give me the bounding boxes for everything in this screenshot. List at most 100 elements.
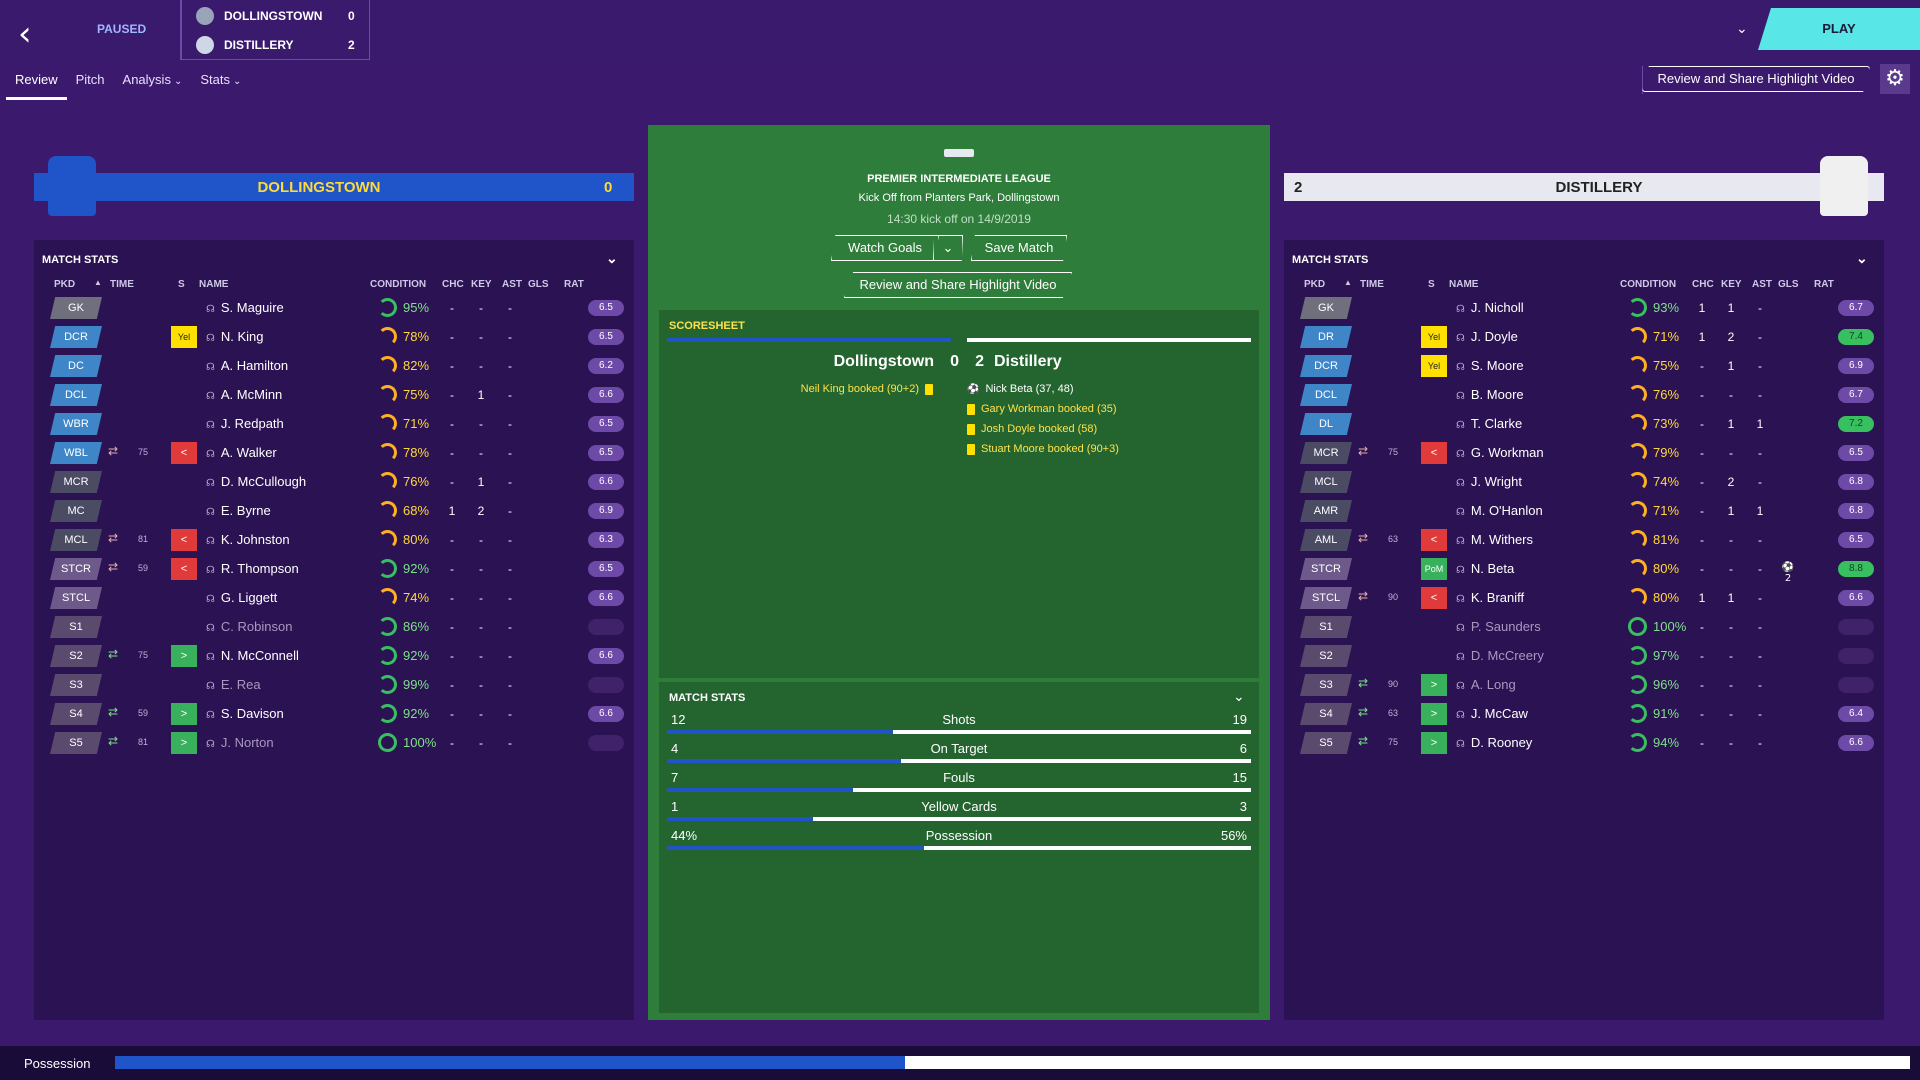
condition-ring-icon bbox=[1628, 675, 1647, 694]
player-name[interactable]: ☊ K. Braniff bbox=[1456, 590, 1524, 605]
stat-key: - bbox=[479, 301, 483, 315]
player-row[interactable]: AML ⇄ 63 < ☊ M. Withers 81% - - - 6.5 bbox=[1288, 525, 1878, 554]
player-name[interactable]: ☊ S. Davison bbox=[206, 706, 284, 721]
stat-ast: - bbox=[1758, 359, 1762, 373]
player-row[interactable]: GK ☊ J. Nicholl 93% 1 1 - 6.7 bbox=[1288, 293, 1878, 322]
chevron-down-icon[interactable]: ⌄ bbox=[1233, 688, 1245, 704]
condition-ring-icon bbox=[1628, 588, 1647, 607]
player-row[interactable]: S1 ☊ C. Robinson 86% - - - bbox=[38, 612, 628, 641]
chevron-down-icon[interactable]: ⌄ bbox=[933, 235, 963, 261]
player-row[interactable]: MC ☊ E. Byrne 68% 1 2 - 6.9 bbox=[38, 496, 628, 525]
player-name[interactable]: ☊ J. Redpath bbox=[206, 416, 284, 431]
player-name[interactable]: ☊ D. McCreery bbox=[1456, 648, 1544, 663]
chevron-down-icon[interactable]: ⌄ bbox=[606, 250, 618, 266]
scoresheet-home: Dollingstown bbox=[833, 353, 934, 370]
player-row[interactable]: STCR ⇄ 59 < ☊ R. Thompson 92% - - - 6.5 bbox=[38, 554, 628, 583]
player-name-text: S. Moore bbox=[1470, 358, 1524, 373]
player-row[interactable]: S2 ⇄ 75 > ☊ N. McConnell 92% - - - 6.6 bbox=[38, 641, 628, 670]
player-row[interactable]: MCL ☊ J. Wright 74% - 2 - 6.8 bbox=[1288, 467, 1878, 496]
player-row[interactable]: DC ☊ A. Hamilton 82% - - - 6.2 bbox=[38, 351, 628, 380]
player-row[interactable]: S4 ⇄ 59 > ☊ S. Davison 92% - - - 6.6 bbox=[38, 699, 628, 728]
player-name[interactable]: ☊ N. McConnell bbox=[206, 648, 299, 663]
player-name[interactable]: ☊ R. Thompson bbox=[206, 561, 299, 576]
player-row[interactable]: MCR ☊ D. McCullough 76% - 1 - 6.6 bbox=[38, 467, 628, 496]
player-row[interactable]: DL ☊ T. Clarke 73% - 1 1 7.2 bbox=[1288, 409, 1878, 438]
event-text: Josh Doyle booked (58) bbox=[981, 423, 1098, 435]
player-row[interactable]: MCL ⇄ 81 < ☊ K. Johnston 80% - - - 6.3 bbox=[38, 525, 628, 554]
stat-label: On Target bbox=[930, 741, 988, 756]
watch-goals-button[interactable]: Watch Goals bbox=[831, 235, 939, 261]
share-video-button[interactable]: Review and Share Highlight Video bbox=[844, 272, 1072, 298]
player-name[interactable]: ☊ S. Moore bbox=[1456, 358, 1524, 373]
player-name[interactable]: ☊ A. Hamilton bbox=[206, 358, 288, 373]
player-name[interactable]: ☊ S. Maguire bbox=[206, 300, 284, 315]
player-row[interactable]: DR Yel ☊ J. Doyle 71% 1 2 - 7.4 bbox=[1288, 322, 1878, 351]
player-name[interactable]: ☊ G. Workman bbox=[1456, 445, 1544, 460]
player-name[interactable]: ☊ J. McCaw bbox=[1456, 706, 1528, 721]
player-name[interactable]: ☊ A. McMinn bbox=[206, 387, 282, 402]
player-name[interactable]: ☊ C. Robinson bbox=[206, 619, 292, 634]
player-row[interactable]: DCL ☊ B. Moore 76% - - - 6.7 bbox=[1288, 380, 1878, 409]
player-name[interactable]: ☊ J. Norton bbox=[206, 735, 274, 750]
player-name[interactable]: ☊ M. Withers bbox=[1456, 532, 1533, 547]
play-button[interactable]: PLAY bbox=[1758, 8, 1920, 50]
share-highlight-button[interactable]: Review and Share Highlight Video bbox=[1642, 66, 1870, 92]
player-row[interactable]: STCL ⇄ 90 < ☊ K. Braniff 80% 1 1 - 6.6 bbox=[1288, 583, 1878, 612]
player-row[interactable]: S5 ⇄ 81 > ☊ J. Norton 100% - - - bbox=[38, 728, 628, 757]
player-name-text: K. Johnston bbox=[220, 532, 290, 547]
condition: 92% bbox=[378, 704, 429, 723]
stat-key: - bbox=[479, 591, 483, 605]
stat-home-bar bbox=[667, 788, 853, 792]
player-name[interactable]: ☊ T. Clarke bbox=[1456, 416, 1522, 431]
headset-icon: ☊ bbox=[206, 710, 215, 721]
player-row[interactable]: S3 ☊ E. Rea 99% - - - bbox=[38, 670, 628, 699]
player-row[interactable]: MCR ⇄ 75 < ☊ G. Workman 79% - - - 6.5 bbox=[1288, 438, 1878, 467]
home-crest-icon bbox=[196, 7, 214, 25]
player-name[interactable]: ☊ P. Saunders bbox=[1456, 619, 1541, 634]
player-row[interactable]: DCR Yel ☊ S. Moore 75% - 1 - 6.9 bbox=[1288, 351, 1878, 380]
player-name[interactable]: ☊ A. Long bbox=[1456, 677, 1516, 692]
back-arrow-icon[interactable]: ‹ bbox=[18, 14, 32, 54]
tab-stats[interactable]: Stats ⌄ bbox=[200, 72, 242, 87]
player-row[interactable]: S3 ⇄ 90 > ☊ A. Long 96% - - - bbox=[1288, 670, 1878, 699]
condition-value: 71% bbox=[403, 416, 430, 431]
player-row[interactable]: AMR ☊ M. O'Hanlon 71% - 1 1 6.8 bbox=[1288, 496, 1878, 525]
player-row[interactable]: GK ☊ S. Maguire 95% - - - 6.5 bbox=[38, 293, 628, 322]
chevron-down-icon[interactable]: ⌄ bbox=[1856, 250, 1868, 266]
player-name[interactable]: ☊ G. Liggett bbox=[206, 590, 277, 605]
player-name[interactable]: ☊ N. Beta bbox=[1456, 561, 1514, 576]
player-name[interactable]: ☊ D. McCullough bbox=[206, 474, 306, 489]
player-name[interactable]: ☊ M. O'Hanlon bbox=[1456, 503, 1543, 518]
chevron-down-icon[interactable]: ⌄ bbox=[1736, 20, 1748, 36]
player-name[interactable]: ☊ E. Byrne bbox=[206, 503, 271, 518]
player-name[interactable]: ☊ J. Nicholl bbox=[1456, 300, 1524, 315]
player-name[interactable]: ☊ D. Rooney bbox=[1456, 735, 1532, 750]
player-name[interactable]: ☊ B. Moore bbox=[1456, 387, 1524, 402]
player-row[interactable]: STCR PoM ☊ N. Beta 80% - - - ⚽ 2 8.8 bbox=[1288, 554, 1878, 584]
tab-pitch[interactable]: Pitch bbox=[75, 72, 105, 87]
player-name[interactable]: ☊ J. Wright bbox=[1456, 474, 1522, 489]
player-row[interactable]: S1 ☊ P. Saunders 100% - - - bbox=[1288, 612, 1878, 641]
player-row[interactable]: WBL ⇄ 75 < ☊ A. Walker 78% - - - 6.5 bbox=[38, 438, 628, 467]
player-row[interactable]: DCL ☊ A. McMinn 75% - 1 - 6.6 bbox=[38, 380, 628, 409]
player-name[interactable]: ☊ A. Walker bbox=[206, 445, 277, 460]
match-stats-heading: MATCH STATS bbox=[1292, 254, 1369, 266]
sort-arrow-icon[interactable]: ▲ bbox=[94, 278, 102, 287]
player-name[interactable]: ☊ K. Johnston bbox=[206, 532, 290, 547]
player-row[interactable]: WBR ☊ J. Redpath 71% - - - 6.5 bbox=[38, 409, 628, 438]
player-name[interactable]: ☊ N. King bbox=[206, 329, 264, 344]
player-name[interactable]: ☊ E. Rea bbox=[206, 677, 261, 692]
tab-review[interactable]: Review bbox=[6, 68, 67, 100]
tab-analysis[interactable]: Analysis ⌄ bbox=[122, 72, 183, 87]
player-row[interactable]: S4 ⇄ 63 > ☊ J. McCaw 91% - - - 6.4 bbox=[1288, 699, 1878, 728]
gear-icon[interactable]: ⚙ bbox=[1880, 64, 1910, 94]
stat-home-bar bbox=[667, 846, 924, 850]
stat-key: - bbox=[479, 736, 483, 750]
player-row[interactable]: STCL ☊ G. Liggett 74% - - - 6.6 bbox=[38, 583, 628, 612]
player-row[interactable]: DCR Yel ☊ N. King 78% - - - 6.5 bbox=[38, 322, 628, 351]
player-name[interactable]: ☊ J. Doyle bbox=[1456, 329, 1518, 344]
player-row[interactable]: S5 ⇄ 75 > ☊ D. Rooney 94% - - - 6.6 bbox=[1288, 728, 1878, 757]
player-row[interactable]: S2 ☊ D. McCreery 97% - - - bbox=[1288, 641, 1878, 670]
sort-arrow-icon[interactable]: ▲ bbox=[1344, 278, 1352, 287]
save-match-button[interactable]: Save Match bbox=[971, 235, 1067, 261]
